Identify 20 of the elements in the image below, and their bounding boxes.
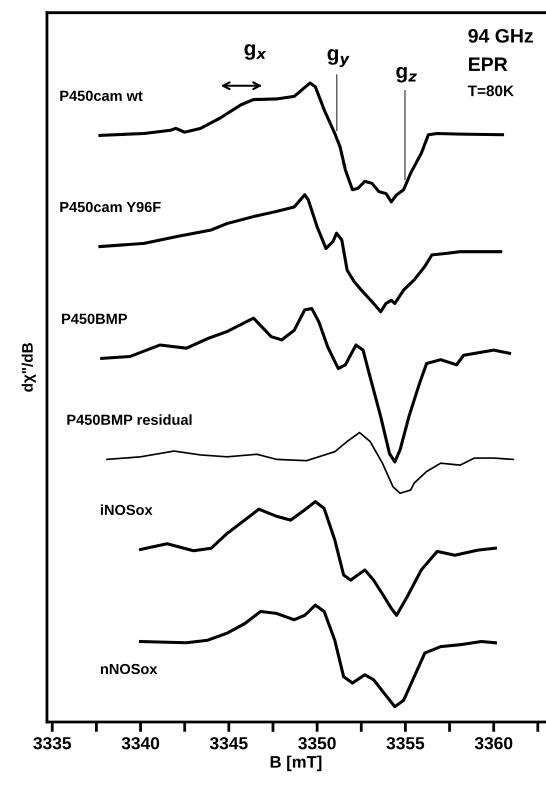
x-tick-label: 3350 [298,737,336,750]
x-tick-label: 3345 [210,737,248,750]
text: EPR [469,58,508,71]
x-axis-title: B [mT] [270,756,322,772]
series-label: nNOSox [100,664,158,674]
x-tick-label: 3340 [122,737,160,750]
x-tick-label: 3355 [386,737,424,750]
x-tick-label: 3360 [474,737,512,750]
y-axis-title: dχ"/dB [22,343,36,392]
text: iNOSox [100,504,152,516]
text: g$_{x}$ [244,44,266,60]
text: 94 GHz [468,28,533,43]
text: P450cam wt [60,90,143,101]
annotation: T=80K [468,85,514,96]
text: P450BMP [62,314,128,324]
x-tick-label: 3335 [33,737,72,750]
series-label: P450BMP residual [67,414,192,425]
text: g$_{y}$ [328,49,350,67]
series-label: P450cam Y96F [60,202,161,212]
text: g$_{z}$ [396,66,417,82]
